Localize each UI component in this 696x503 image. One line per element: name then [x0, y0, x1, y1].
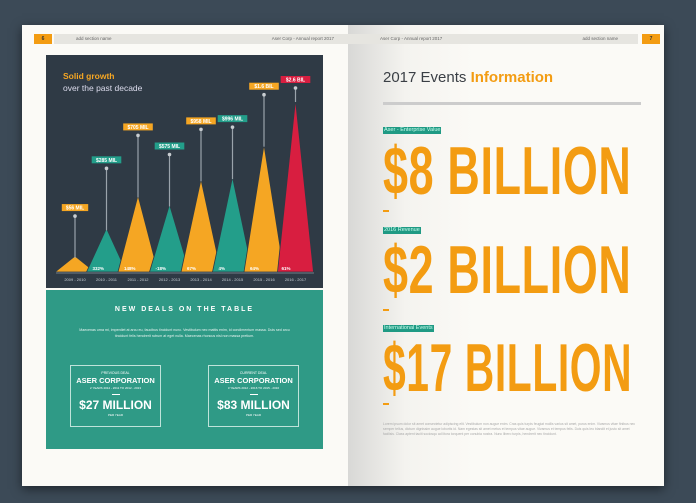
stat-dash [383, 309, 389, 311]
report-name: Aser Corp - Annual report 2017 [380, 36, 443, 41]
value-tag [123, 123, 153, 131]
chart-title: Solid growth [63, 71, 115, 81]
pin-head [104, 166, 109, 171]
value-tag [91, 156, 122, 164]
deal-years: 3 YEARS 2012 - 2016 TO 2015 - 2016 [227, 386, 280, 390]
value-tag [217, 115, 248, 123]
section-name: add section name [582, 36, 618, 41]
value-tag [249, 82, 279, 90]
report-name: Aser Corp - Annual report 2017 [271, 36, 334, 41]
pin-head [293, 86, 298, 90]
page-header: add section name Aser Corp - Annual repo… [54, 34, 348, 44]
chart-peak [53, 255, 97, 273]
growth-label: 4% [219, 266, 226, 271]
value-label: $575 MIL [159, 144, 180, 150]
value-label: $996 MIL [222, 117, 243, 123]
x-tick-label: 2009 - 2010 [64, 277, 86, 282]
chart-canvas: $56 MIL 2009 - 2010 $285 MIL 332% 2010 - 201… [53, 76, 314, 282]
pin-head [73, 214, 77, 218]
events-title: 2017 Events Information [383, 69, 553, 86]
deal-company: ASER CORPORATION [214, 376, 293, 385]
stat-dash [383, 210, 389, 212]
deal-period: PER YEAR [245, 413, 262, 417]
pin-head [167, 152, 172, 157]
x-tick-label: 2013 - 2014 [190, 277, 212, 282]
value-tag [154, 142, 185, 150]
chart-peak [148, 203, 191, 273]
right-page: Aser Corp - Annual report 2017 add secti… [348, 25, 664, 486]
new-deals-panel: NEW DEALS ON THE TABLE Maecenas urna mi,… [46, 290, 323, 449]
chart-peak [117, 193, 159, 273]
deal-kicker: PREVIOUS DEAL [101, 371, 130, 375]
growth-label: 332% [93, 266, 105, 271]
pin-head [262, 92, 266, 97]
deal-amount: $27 MILLION [79, 398, 152, 412]
chart-peak [85, 227, 128, 273]
value-label: $56 MIL [66, 206, 84, 212]
deal-kicker: CURRENT DEAL [239, 371, 268, 375]
x-tick-label: 2011 - 2012 [127, 277, 149, 282]
pin-head [230, 125, 235, 129]
x-tick-label: 2015 - 2016 [253, 277, 275, 282]
value-label: $705 MIL [127, 125, 148, 131]
section-name: add section name [76, 36, 112, 41]
title-plain: 2017 Events [383, 69, 467, 86]
growth-chart: $56 MIL 2009 - 2010 $285 MIL 332% 2010 - 201… [46, 55, 323, 288]
growth-label: 67% [187, 266, 196, 271]
deal-company: ASER CORPORATION [76, 376, 155, 385]
left-page: 6 add section name Aser Corp - Annual re… [22, 25, 348, 486]
title-rule [383, 102, 641, 105]
value-label: $958 MIL [190, 119, 211, 125]
x-tick-label: 2012 - 2013 [159, 277, 181, 282]
growth-label: 61% [282, 266, 291, 271]
title-accent: Information [470, 69, 554, 86]
x-tick-label: 2010 - 2011 [96, 277, 118, 282]
stat-value: $17 BILLION [383, 330, 633, 406]
growth-label: -18% [156, 266, 167, 271]
page-number: 6 [34, 34, 52, 44]
deal-card-current: CURRENT DEAL ASER CORPORATION 3 YEARS 20… [208, 365, 299, 427]
body-paragraph: Lorem ipsum dolor sit amet consectetur a… [383, 422, 636, 436]
value-label: $2.6 BIL [286, 78, 305, 84]
stat-label: Aser - Enterprise Value [383, 127, 442, 134]
chart-peak [180, 179, 222, 273]
pin-head [136, 133, 140, 138]
growth-label: 64% [250, 266, 259, 271]
divider [249, 394, 258, 395]
deal-card-previous: PREVIOUS DEAL ASER CORPORATION 2 YEARS 2… [70, 365, 161, 427]
chart-peak [212, 177, 253, 273]
growth-label: 148% [124, 266, 136, 271]
deals-text: Maecenas urna mi, imperdiet at arcu eu, … [79, 328, 290, 338]
stat-label: International Events [383, 325, 434, 332]
divider [111, 394, 120, 395]
stat-label: 2016 Revenue [383, 227, 421, 234]
value-label: $285 MIL [96, 158, 117, 164]
value-label: $1.6 BIL [254, 84, 273, 90]
value-tag [280, 76, 311, 83]
page-number: 7 [642, 34, 660, 44]
deal-amount: $83 MILLION [217, 398, 290, 412]
annual-report-spread: 6 add section name Aser Corp - Annual re… [22, 25, 664, 486]
deal-period: PER YEAR [107, 413, 124, 417]
x-tick-label: 2014 - 2015 [222, 277, 244, 282]
chart-subtitle: over the past decade [63, 83, 143, 93]
x-tick-label: 2016 - 2017 [285, 277, 307, 282]
deals-heading: NEW DEALS ON THE TABLE [114, 306, 255, 313]
stat-value: $2 BILLION [383, 232, 632, 308]
chart-peak [277, 99, 314, 273]
stat-value: $8 BILLION [383, 133, 632, 209]
deal-years: 2 YEARS 2012 - 2011 TO 2012 - 2013 [90, 386, 141, 390]
chart-peak [243, 144, 285, 273]
value-tag [61, 204, 89, 212]
stat-dash [383, 403, 389, 405]
page-header: Aser Corp - Annual report 2017 add secti… [348, 34, 638, 44]
pin-head [199, 127, 203, 132]
value-tag [186, 117, 216, 125]
